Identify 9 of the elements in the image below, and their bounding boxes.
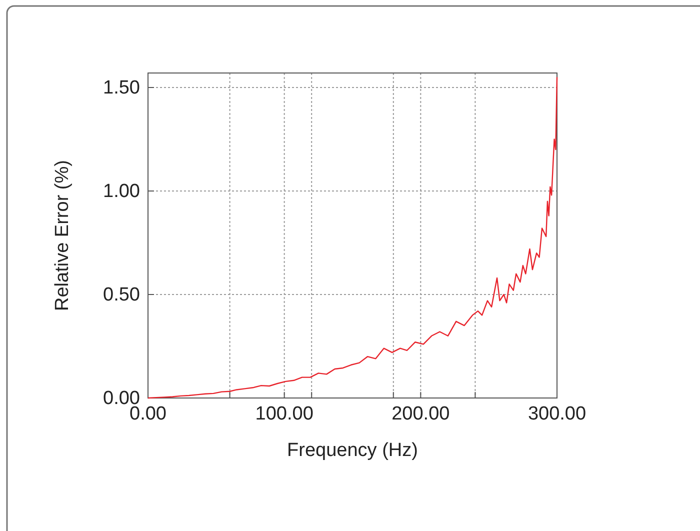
x-tick-label: 300.00 <box>528 403 586 424</box>
y-axis-title: Relative Error (%) <box>52 160 73 311</box>
x-tick-label: 100.00 <box>255 403 314 424</box>
x-tick-label: 200.00 <box>392 403 450 424</box>
y-tick-label: 1.00 <box>103 181 140 202</box>
y-tick-label: 1.50 <box>103 78 140 99</box>
line-series <box>147 76 558 399</box>
x-axis-title: Frequency (Hz) <box>287 440 418 461</box>
y-tick-label: 0.50 <box>103 284 140 306</box>
